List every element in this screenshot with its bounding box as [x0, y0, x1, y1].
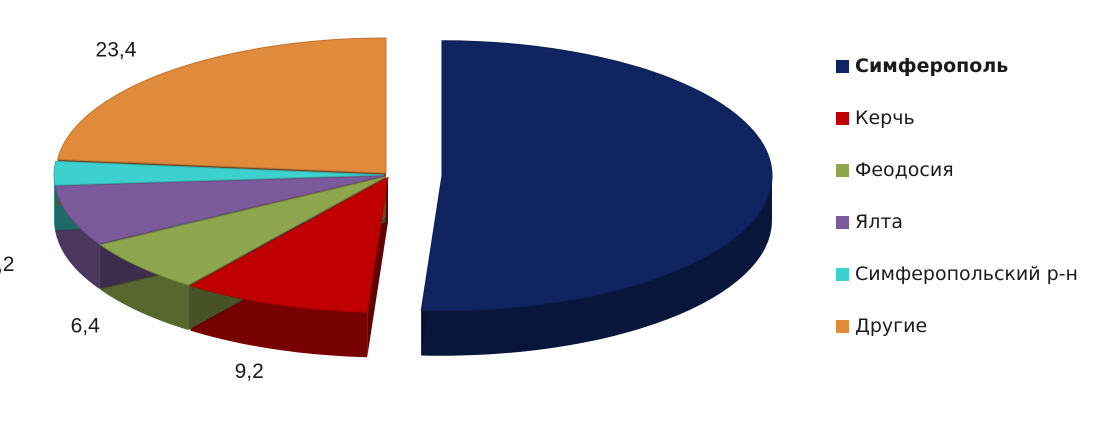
slice-феодосия — [99, 176, 386, 286]
slice-side-симферопольский-р-н — [54, 174, 55, 231]
legend-item: Симферопольский р-н — [836, 248, 1078, 300]
data-label: 6,4 — [71, 315, 101, 338]
legend-label: Другие — [855, 315, 928, 337]
data-label: 7,2 — [0, 253, 14, 276]
legend-swatch — [836, 215, 849, 229]
legend-swatch — [836, 163, 849, 177]
legend-swatch — [836, 59, 849, 73]
legend-swatch — [836, 111, 849, 125]
slice-side-ялта — [55, 185, 100, 289]
slice-симферопольский-р-н — [53, 160, 385, 186]
data-label: 23,4 — [96, 38, 137, 61]
slice-ялта — [54, 175, 385, 245]
legend-swatch — [836, 319, 849, 333]
legend-item: Симферополь — [836, 40, 1078, 92]
slice-side-симферополь — [421, 175, 772, 356]
slice-другие — [57, 37, 387, 174]
legend-label: Феодосия — [855, 159, 954, 181]
legend-label: Симферопольский р-н — [855, 263, 1078, 285]
legend: Симферополь Керчь Феодосия Ялта Симферопольс… — [836, 40, 1078, 352]
legend-item: Другие — [836, 300, 1078, 352]
pie-chart: 51,09,26,47,22,823,4 — [0, 37, 773, 383]
legend-item: Керчь — [836, 92, 1078, 144]
legend-label: Симферополь — [855, 55, 1009, 77]
slice-симферополь — [420, 40, 773, 312]
legend-swatch — [836, 267, 849, 281]
legend-item: Ялта — [836, 196, 1078, 248]
legend-item: Феодосия — [836, 144, 1078, 196]
slice-керчь — [189, 176, 389, 313]
legend-label: Ялта — [855, 211, 904, 233]
legend-label: Керчь — [855, 107, 915, 129]
data-label: 9,2 — [235, 360, 264, 383]
